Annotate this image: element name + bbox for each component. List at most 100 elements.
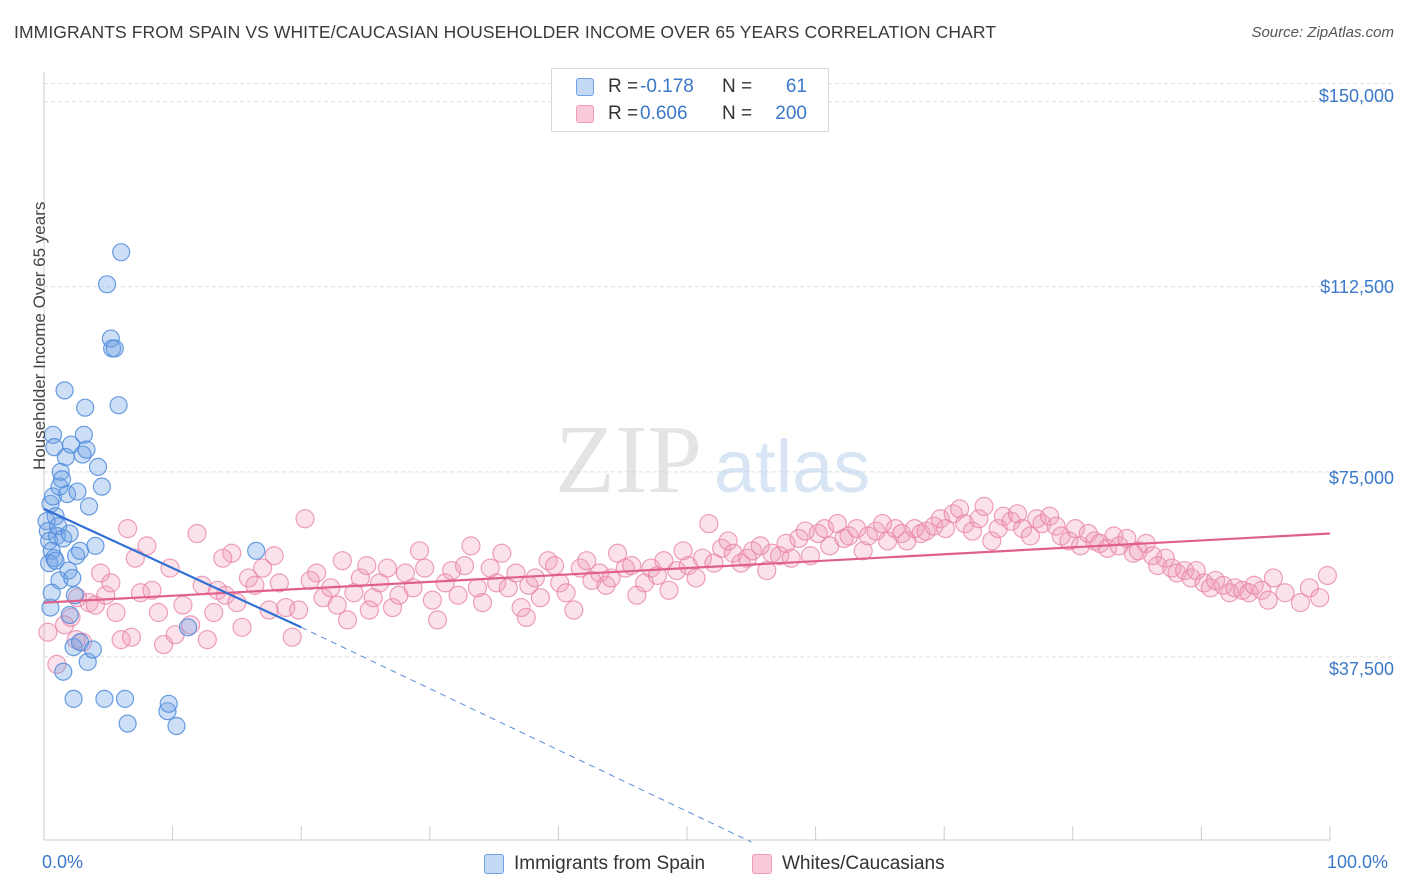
pink-point [1317, 565, 1338, 586]
pink-point [498, 578, 518, 598]
pink-point [1097, 538, 1118, 558]
pink-point [834, 528, 854, 549]
trend-lines [43, 507, 1331, 843]
pink-point [472, 593, 493, 613]
pink-point [181, 615, 201, 635]
pink-point [359, 600, 379, 620]
pink-point [197, 630, 217, 650]
bottom-legend-swatch-pink [752, 854, 772, 874]
legend-swatch-blue [576, 78, 594, 96]
pink-point [673, 541, 693, 561]
blue-point [64, 689, 83, 708]
blue-point [79, 497, 99, 516]
blue-point [158, 702, 177, 721]
pink-point [712, 538, 732, 558]
blue-point [60, 524, 79, 543]
pink-point [525, 568, 545, 588]
pink-point [872, 514, 893, 534]
pink-point [1225, 578, 1245, 598]
pink-point [667, 560, 687, 581]
pink-point [516, 607, 536, 628]
pink-point [1258, 590, 1278, 610]
x-tick-label-min: 0.0% [42, 852, 84, 872]
pink-point [757, 560, 777, 581]
pink-point [1155, 548, 1175, 568]
pink-point [137, 536, 157, 556]
pink-point [101, 573, 121, 593]
pink-point [1001, 511, 1021, 531]
pink-point [238, 568, 259, 588]
pink-point [422, 590, 442, 610]
blue-point [101, 329, 120, 348]
pink-point [54, 615, 75, 635]
pink-point [427, 610, 448, 630]
pink-point [1194, 573, 1214, 593]
pink-point [769, 546, 790, 566]
immigrants-spain-points [37, 243, 266, 736]
pink-point [839, 526, 859, 546]
pink-point [245, 575, 265, 595]
legend-n-label: N = [722, 103, 753, 124]
pink-point [117, 518, 138, 539]
blue-point [54, 662, 73, 681]
pink-point [1167, 563, 1187, 583]
legend-row-blue: R = -0.178 N = 61 [576, 75, 807, 99]
pink-point [982, 531, 1002, 551]
bottom-legend-label-pink: Whites/Caucasians [782, 853, 945, 874]
pink-point [204, 602, 224, 623]
pink-point [808, 523, 828, 544]
legend-r-value-blue: -0.178 [640, 76, 694, 97]
blue-point [43, 487, 63, 506]
blue-point [105, 339, 124, 358]
pink-point [47, 654, 67, 674]
pink-point [415, 558, 435, 578]
watermark: ZIP atlas [555, 406, 870, 514]
blue-point [86, 536, 105, 555]
pink-point [448, 585, 468, 605]
pink-point [148, 602, 169, 623]
pink-point [350, 568, 370, 588]
pink-point [750, 536, 770, 556]
trend-line-blue [43, 507, 302, 629]
watermark-atlas: atlas [714, 425, 870, 508]
blue-point [76, 398, 95, 417]
blue-point [68, 482, 87, 501]
pink-point [370, 573, 390, 593]
pink-point [853, 541, 873, 561]
blue-point [97, 275, 117, 294]
pink-point [776, 533, 796, 554]
pink-point [187, 523, 207, 544]
pink-point [282, 627, 302, 647]
legend-r-label: R = [608, 103, 639, 124]
blue-point [60, 605, 79, 625]
pink-point [409, 541, 430, 561]
pink-point [67, 588, 88, 608]
pink-point [173, 595, 193, 615]
blue-point [70, 541, 90, 560]
bottom-legend-swatch-blue [484, 854, 504, 874]
pink-point [731, 553, 751, 573]
pink-point [295, 509, 315, 529]
legend-n-value-pink: 200 [775, 103, 807, 124]
blue-point [115, 689, 135, 708]
pink-point [269, 573, 289, 593]
legend-swatch-pink [576, 105, 594, 123]
pink-point [1007, 504, 1028, 524]
pink-point [564, 600, 584, 620]
pink-point [538, 551, 558, 571]
legend-row-pink: R = 0.606 N = 200 [576, 102, 807, 126]
blue-point [77, 440, 96, 459]
pink-point [924, 516, 944, 536]
bottom-legend-blue: Immigrants from Spain [484, 852, 705, 876]
pink-point [974, 496, 994, 516]
y-tick-label-150000: $150,000 [1318, 86, 1394, 106]
pink-point [377, 558, 397, 578]
pink-point [1059, 531, 1079, 551]
blue-point [118, 714, 137, 733]
pink-point [1290, 593, 1311, 613]
blue-point [50, 477, 69, 496]
blue-point [92, 477, 111, 496]
pink-point [121, 627, 142, 647]
blue-point [178, 618, 198, 637]
pink-point [686, 568, 706, 588]
